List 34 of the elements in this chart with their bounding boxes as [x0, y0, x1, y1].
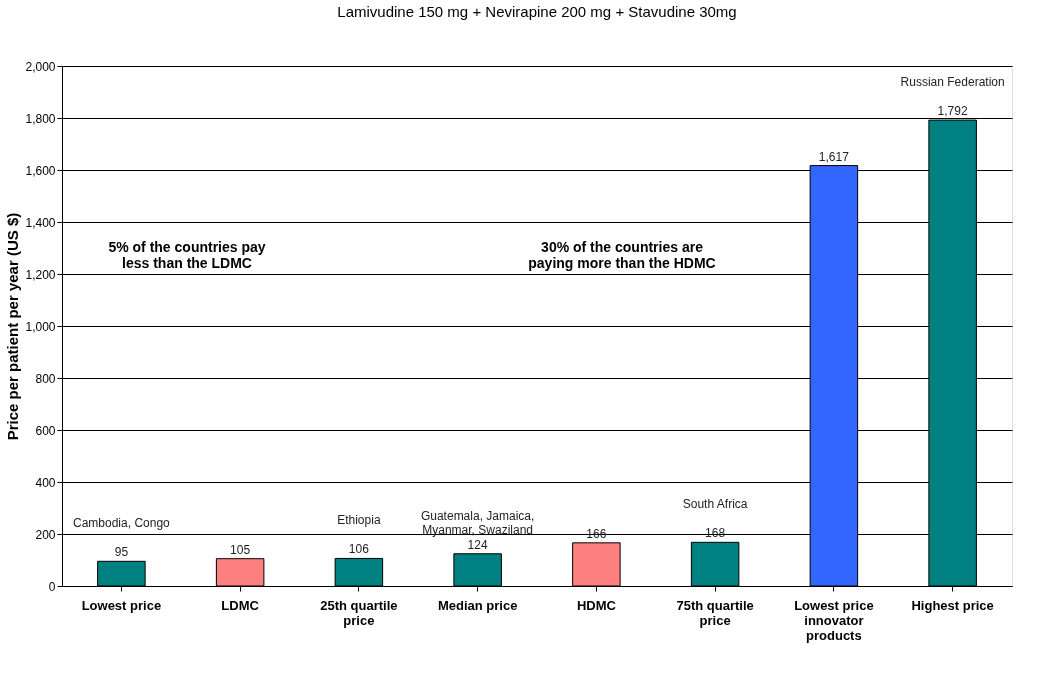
annotation: Russian Federation: [900, 75, 1005, 90]
y-tick-label: 400: [35, 475, 56, 490]
x-tick-label: Lowest price: [81, 597, 162, 613]
annotation: Guatemala, Jamaica, Myanmar, Swaziland: [420, 508, 535, 537]
annotation: Ethiopia: [337, 513, 381, 528]
annotation: 5% of the countries pay less than the LDMC: [108, 239, 266, 271]
data-label: 1,617: [818, 149, 850, 164]
y-tick-label: 1,400: [25, 215, 56, 230]
data-label: 1,792: [937, 104, 968, 119]
data-label: 105: [230, 542, 251, 557]
x-tick-label: HDMC: [576, 597, 617, 613]
chart-title: Lamivudine 150 mg + Nevirapine 200 mg + Stavudine 30mg: [337, 3, 737, 20]
y-tick-label: 0: [48, 579, 56, 594]
x-tick-label: Median price: [437, 597, 518, 613]
y-tick-label: 800: [35, 371, 56, 386]
x-tick-label: LDMC: [221, 597, 260, 613]
annotation: 30% of the countries are paying more than the HDMC: [528, 239, 716, 271]
x-tick-label: Lowest price innovator products: [794, 597, 874, 643]
y-tick-label: 2,000: [25, 59, 56, 74]
x-tick-label: 75th quartile price: [676, 597, 754, 628]
data-label: 95: [114, 545, 129, 560]
y-tick-label: 1,200: [25, 267, 56, 282]
y-tick-label: 1,800: [25, 111, 56, 126]
annotation: South Africa: [682, 497, 748, 512]
data-label: 106: [348, 542, 370, 557]
y-axis-title: Price per patient per year (US $): [4, 212, 22, 441]
y-tick-label: 1,000: [25, 319, 56, 334]
x-tick-label: Highest price: [911, 597, 994, 613]
data-label: 124: [467, 537, 488, 552]
y-tick-label: 1,600: [25, 163, 56, 178]
y-tick-label: 600: [35, 423, 56, 438]
x-tick-label: 25th quartile price: [320, 597, 398, 628]
annotation: Cambodia, Congo: [73, 516, 171, 531]
y-tick-label: 200: [35, 527, 56, 542]
